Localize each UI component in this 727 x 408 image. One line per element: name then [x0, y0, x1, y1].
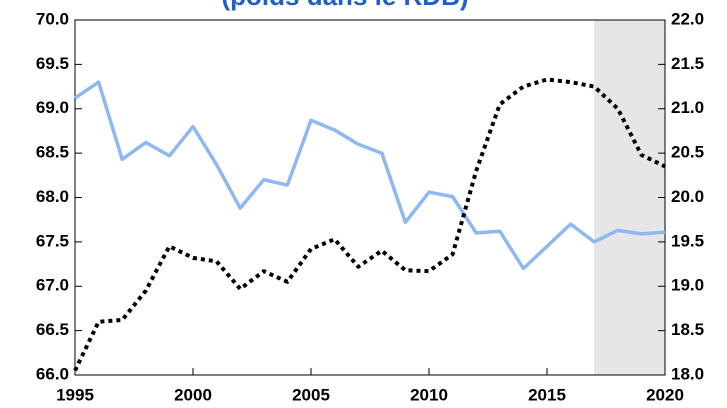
y-tick-label: 68.0: [36, 187, 69, 206]
y2-tick-label: 21.0: [671, 98, 704, 117]
x-tick-label: 2015: [528, 385, 566, 404]
shaded-region: [594, 20, 665, 375]
x-tick-label: 2005: [292, 385, 330, 404]
y-tick-label: 67.0: [36, 276, 69, 295]
y2-tick-label: 22.0: [671, 9, 704, 28]
x-tick-label: 1995: [56, 385, 94, 404]
y-tick-label: 68.5: [36, 143, 69, 162]
series-line: [74, 80, 666, 271]
y-tick-label: 69.5: [36, 54, 69, 73]
y2-tick-label: 21.5: [671, 54, 704, 73]
y2-tick-label: 20.5: [671, 143, 704, 162]
x-tick-label: 2000: [174, 385, 212, 404]
y2-tick-label: 18.0: [671, 364, 704, 383]
y-tick-label: 66.5: [36, 320, 69, 339]
x-tick-label: 2010: [410, 385, 448, 404]
series-line: [73, 77, 666, 372]
y2-tick-label: 19.5: [671, 231, 704, 250]
y-tick-label: 66.0: [36, 364, 69, 383]
y-tick-label: 69.0: [36, 98, 69, 117]
y2-tick-label: 18.5: [671, 320, 704, 339]
chart-title: (poids dans le RDB): [221, 0, 468, 11]
y-tick-label: 67.5: [36, 231, 69, 250]
plot-frame: [74, 19, 666, 376]
x-tick-label: 2020: [646, 385, 684, 404]
y-tick-label: 70.0: [36, 9, 69, 28]
y2-tick-label: 19.0: [671, 276, 704, 295]
y2-tick-label: 20.0: [671, 187, 704, 206]
